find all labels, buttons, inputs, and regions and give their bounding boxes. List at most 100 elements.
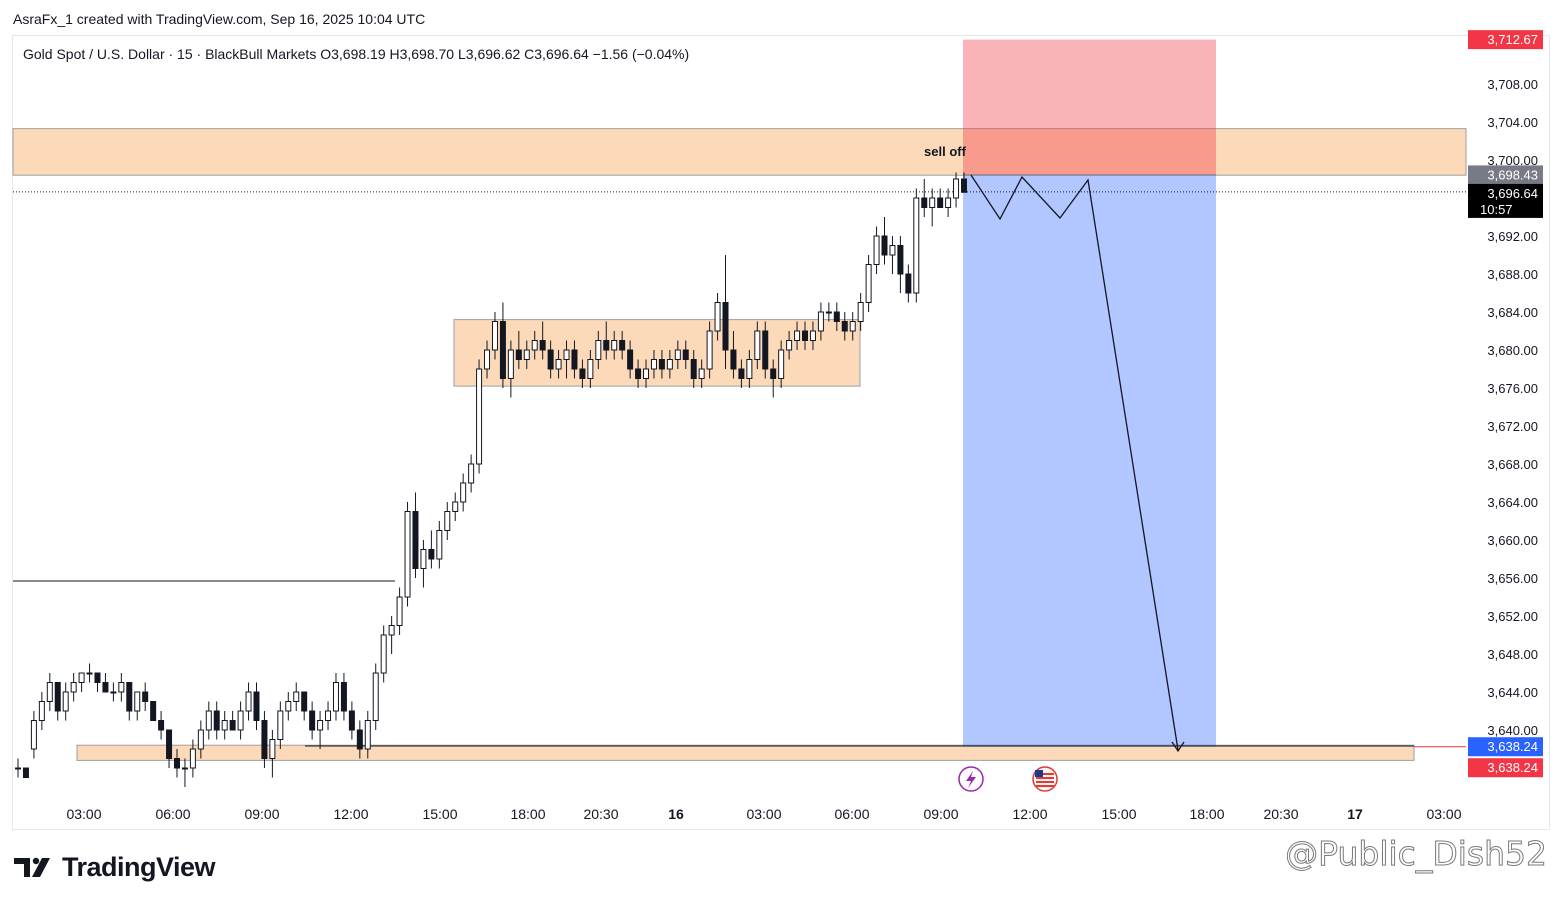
candle-body (587, 359, 594, 379)
candle-body (802, 330, 809, 341)
candle-body (873, 235, 880, 265)
candle-body (658, 359, 665, 370)
symbol-legend: Gold Spot / U.S. Dollar · 15 · BlackBull… (23, 46, 690, 62)
candle-body (499, 321, 506, 379)
price-label-text: 3,638.24 (1487, 760, 1538, 775)
x-axis-tick: 20:30 (583, 806, 618, 822)
x-axis-tick: 12:00 (1012, 806, 1047, 822)
candle-body (356, 729, 363, 750)
candle-body (126, 682, 133, 712)
candle-body (706, 330, 713, 370)
candle-body (54, 682, 61, 712)
candle-body (134, 691, 141, 712)
candle-body (825, 311, 832, 314)
x-axis-tick: 09:00 (244, 806, 279, 822)
x-axis-tick: 03:00 (746, 806, 781, 822)
x-axis-tick: 15:00 (1101, 806, 1136, 822)
candle-body (118, 682, 125, 693)
candle-body (332, 682, 339, 712)
candle-body (468, 463, 475, 484)
candle-body (261, 720, 268, 759)
candle-body (650, 359, 657, 370)
candle-body (102, 682, 109, 693)
chart-attribution: AsraFx_1 created with TradingView.com, S… (13, 11, 426, 27)
candle-body (619, 340, 626, 351)
candle-body (937, 197, 944, 208)
candle-body (110, 691, 117, 694)
candle-body (15, 767, 21, 770)
candle-body (181, 767, 188, 770)
candle-body (22, 767, 29, 778)
y-axis-tick: 3,664.00 (1487, 495, 1538, 510)
candle-body (86, 672, 93, 675)
candle-body (277, 710, 284, 740)
candle-body (523, 349, 530, 360)
candle-body (412, 511, 419, 569)
y-axis-tick: 3,708.00 (1487, 77, 1538, 92)
x-axis-tick: 12:00 (333, 806, 368, 822)
candle-body (301, 691, 308, 712)
candle-body (635, 368, 642, 379)
candle-body (150, 701, 157, 721)
candle-body (197, 729, 204, 750)
candle-body (770, 368, 777, 379)
x-axis-tick: 16 (668, 806, 684, 822)
candle-body (945, 197, 952, 208)
candle-body (746, 359, 753, 379)
x-axis-tick: 06:00 (834, 806, 869, 822)
candle-body (364, 720, 371, 750)
y-axis-tick: 3,676.00 (1487, 381, 1538, 396)
candle-body (205, 710, 212, 731)
candle-body (428, 549, 435, 560)
candle-body (158, 720, 165, 731)
candle-body (833, 311, 840, 322)
price-label-tag (1468, 737, 1543, 757)
x-axis-tick: 17 (1347, 806, 1363, 822)
price-label-text: 3,638.24 (1487, 739, 1538, 754)
stop-loss-area (963, 39, 1216, 175)
candle-body (269, 739, 276, 759)
candle-body (547, 349, 554, 370)
candle-body (245, 691, 252, 712)
candle-body (643, 368, 650, 379)
range-box (453, 319, 861, 387)
candle-body (293, 691, 300, 702)
candle-body (611, 340, 618, 351)
price-label-countdown: 10:57 (1480, 202, 1513, 217)
candle-body (38, 701, 45, 721)
take-profit-area (963, 174, 1216, 747)
candle-body (579, 368, 586, 379)
x-axis-tick: 09:00 (923, 806, 958, 822)
candle-body (682, 349, 689, 360)
candle-body (841, 321, 848, 332)
sell-zone (12, 128, 1467, 176)
us-flag-canton (1035, 770, 1043, 777)
candle-body (70, 682, 77, 693)
candle-body (738, 368, 745, 379)
candle-body (809, 330, 816, 341)
y-axis-tick: 3,684.00 (1487, 305, 1538, 320)
candle-body (213, 710, 220, 731)
candle-body (881, 235, 888, 256)
candle-body (897, 245, 904, 275)
candle-body (786, 340, 793, 351)
price-label-tag (1468, 30, 1543, 50)
candle-body (484, 349, 491, 370)
candle-body (531, 340, 538, 351)
x-axis-tick: 03:00 (1426, 806, 1461, 822)
candle-body (396, 596, 403, 626)
candle-body (555, 359, 562, 370)
tradingview-logo[interactable]: TradingView (14, 852, 216, 883)
price-label-tag (1468, 758, 1543, 778)
price-label-text: 3,696.64 (1487, 186, 1538, 201)
candle-body (476, 368, 483, 465)
candle-body (388, 625, 395, 636)
x-axis-tick: 20:30 (1263, 806, 1298, 822)
candle-body (452, 501, 459, 512)
candle-body (754, 330, 761, 360)
candle-body (953, 178, 960, 199)
x-axis-tick: 03:00 (66, 806, 101, 822)
y-axis-tick: 3,680.00 (1487, 343, 1538, 358)
candle-body (762, 330, 769, 370)
